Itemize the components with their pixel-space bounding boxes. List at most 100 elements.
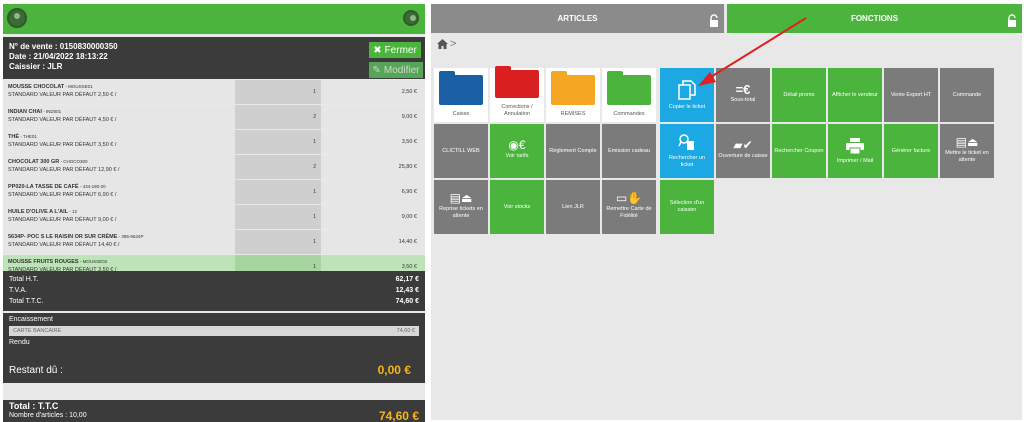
tab-articles[interactable]: ARTICLES: [431, 4, 724, 33]
line-quantity[interactable]: 1: [235, 205, 321, 229]
tile-lien-jlr[interactable]: Lien JLR: [546, 180, 600, 234]
tile-sous-total[interactable]: =€ Sous-total: [716, 68, 770, 122]
tile-copier-ticket[interactable]: Copier le ticket: [660, 68, 714, 122]
user-avatar-icon[interactable]: [403, 10, 419, 26]
tile-clictill-web[interactable]: CLICTILL WEB: [434, 124, 488, 178]
breadcrumb-separator: >: [450, 38, 457, 50]
line-quantity[interactable]: 1: [235, 130, 321, 154]
payment-row[interactable]: CARTE BANCAIRE 74,60 €: [9, 326, 419, 336]
close-ticket-button[interactable]: ✖ Fermer: [369, 42, 421, 58]
tile-ticket-attente[interactable]: ▤⏏ Mettre le ticket en attente: [940, 124, 994, 178]
tile-vente-export[interactable]: Vente Export HT: [884, 68, 938, 122]
euro-icon: =€: [735, 82, 751, 97]
copy-icon: [678, 79, 696, 100]
line-quantity[interactable]: 2: [235, 155, 321, 179]
tile-label: Corrections / Annulation: [501, 104, 533, 117]
folder-icon: [551, 71, 595, 105]
line-code: - MOUSSE01: [64, 84, 93, 89]
tile-label: Sélection d'un caissier: [669, 200, 705, 213]
tile-label: Détail promo: [783, 91, 815, 98]
tile-emission-cadeau[interactable]: Emission cadeau: [602, 124, 656, 178]
line-quantity[interactable]: 1: [235, 180, 321, 204]
line-detail: STANDARD VALEUR PAR DÉFAUT 14,40 € /: [8, 242, 120, 248]
line-price: 3,50 €: [401, 139, 417, 145]
tile-label: Ouverture de caisse: [718, 153, 768, 159]
ticket-line[interactable]: MOUSSE CHOCOLAT - MOUSSE01 STANDARD VALEU…: [3, 80, 425, 104]
ticket-line[interactable]: 5634P- POC S LE RAISIN OR SUR CRÈME - 39…: [3, 230, 425, 254]
tile-selection-caissier[interactable]: Sélection d'un caissier: [660, 180, 714, 234]
folder-icon: [439, 71, 483, 105]
sale-date: Date : 21/04/2022 18:13:22: [9, 52, 108, 61]
tile-remises[interactable]: REMISES: [546, 68, 600, 122]
close-label: Fermer: [384, 44, 417, 56]
tile-voir-tarifs[interactable]: ◉€ Voir tarifs: [490, 124, 544, 178]
tile-ouverture-caisse[interactable]: ▰✔ Ouverture de caisse: [716, 124, 770, 178]
line-price: 3,50 €: [401, 264, 417, 270]
client-avatar-icon[interactable]: [7, 8, 27, 28]
ticket-line[interactable]: INDIAN CHAI - IND001 STANDARD VALEUR PAR …: [3, 105, 425, 129]
tile-detail-promo[interactable]: Détail promo: [772, 68, 826, 122]
footer-total-value: 74,60 €: [378, 409, 419, 422]
tile-caisse[interactable]: Caisse: [434, 68, 488, 122]
line-detail: STANDARD VALEUR PAR DÉFAUT 3,50 € /: [8, 267, 117, 273]
line-name: THÉ: [8, 134, 19, 140]
tile-commandes[interactable]: Commandes: [602, 68, 656, 122]
tile-rechercher-coupon[interactable]: Rechercher Coupon: [772, 124, 826, 178]
ticket-line[interactable]: THÉ - THE01 STANDARD VALEUR PAR DÉFAUT 3,…: [3, 130, 425, 154]
tile-label: Reprise tickets en attente: [439, 205, 483, 219]
tile-label: Commande: [952, 91, 982, 98]
edit-icon: ✎: [372, 64, 381, 76]
sale-info: N° de vente : 0150830000350 Date : 21/04…: [3, 37, 425, 79]
lock-icon: [1008, 14, 1016, 27]
tile-label: Voir tarifs: [505, 153, 529, 159]
tile-reprise-tickets[interactable]: ▤⏏ Reprise tickets en attente: [434, 180, 488, 234]
sale-number: N° de vente : 0150830000350: [9, 42, 118, 51]
tile-label: Emission cadeau: [608, 147, 650, 154]
tile-voir-stocks[interactable]: Voir stocks: [490, 180, 544, 234]
total-ht-value: 62,17 €: [395, 276, 419, 283]
tile-rechercher-ticket[interactable]: Rechercher un ticket: [660, 124, 714, 178]
tile-commande[interactable]: Commande: [940, 68, 994, 122]
tile-label: Sous-total: [730, 97, 756, 103]
tile-corrections[interactable]: Corrections / Annulation: [490, 66, 544, 122]
line-price: 2,50 €: [401, 89, 417, 95]
tile-label: Copier le ticket: [668, 103, 706, 110]
ticket-line[interactable]: CHOCOLAT 300 GR - CHOCO300 STANDARD VALEU…: [3, 155, 425, 179]
tile-afficher-vendeur[interactable]: Afficher le vendeur: [828, 68, 882, 122]
line-name: MOUSSE CHOCOLAT: [8, 84, 65, 90]
functions-panel: ARTICLES FONCTIONS > Caisse Corrections …: [431, 4, 1022, 420]
line-price: 6,90 €: [401, 189, 417, 195]
line-name: PP020-LA TASSE DE CAFÉ: [8, 184, 79, 190]
ticket-panel: N° de vente : 0150830000350 Date : 21/04…: [3, 4, 425, 422]
line-code: - THE01: [19, 134, 37, 139]
tab-fonctions-label: FONCTIONS: [850, 14, 899, 23]
tile-carte-fidelite[interactable]: ▭✋ Remettre Carte de Fidélité: [602, 180, 656, 234]
edit-ticket-button[interactable]: ✎ Modifier: [369, 62, 423, 78]
home-icon[interactable]: [437, 39, 448, 49]
line-quantity[interactable]: 2: [235, 105, 321, 129]
tile-label: Caisse: [452, 111, 470, 117]
line-name: MOUSSE FRUITS ROUGES: [8, 259, 79, 265]
tile-label: Afficher le vendeur: [832, 91, 878, 98]
folder-icon: [607, 71, 651, 105]
tile-generer-facture[interactable]: Générer facture: [884, 124, 938, 178]
edit-label: Modifier: [383, 64, 420, 76]
tab-articles-label: ARTICLES: [557, 14, 598, 23]
line-quantity[interactable]: 1: [235, 230, 321, 254]
payment-block: Encaissement CARTE BANCAIRE 74,60 € Rendu: [3, 313, 425, 383]
line-quantity[interactable]: 1: [235, 80, 321, 104]
lock-icon: [710, 14, 718, 27]
tab-fonctions[interactable]: FONCTIONS: [727, 4, 1022, 33]
ticket-lines: MOUSSE CHOCOLAT - MOUSSE01 STANDARD VALEU…: [3, 80, 425, 280]
total-ttc-label: Total T.T.C.: [9, 298, 44, 305]
ticket-line[interactable]: PP020-LA TASSE DE CAFÉ - 434-180-20 STAND…: [3, 180, 425, 204]
ticket-line[interactable]: HUILE D'OLIVE A L'AIL - 12 STANDARD VALEU…: [3, 205, 425, 229]
tile-label: CLICTILL WEB: [442, 147, 480, 154]
tile-reglement-compte[interactable]: Règlement Compte: [546, 124, 600, 178]
folder-icon: [495, 66, 539, 98]
line-code: - 12: [67, 209, 77, 214]
tile-label: REMISES: [560, 111, 586, 117]
line-detail: STANDARD VALEUR PAR DÉFAUT 6,90 € /: [8, 192, 117, 198]
remaining-value: 0,00 €: [377, 363, 411, 377]
tile-imprimer-mail[interactable]: Imprimer / Mail: [828, 124, 882, 178]
